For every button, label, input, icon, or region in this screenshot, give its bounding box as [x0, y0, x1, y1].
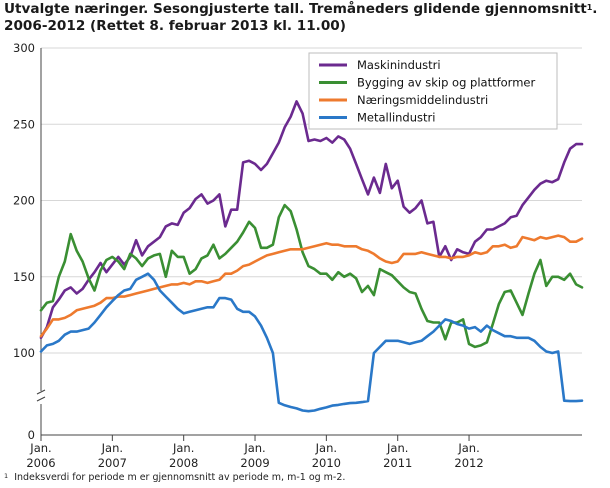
x-tick-label-2011-month: Jan.	[386, 441, 408, 455]
axis-break-mark	[36, 389, 46, 402]
y-tick-label-100: 100	[13, 346, 35, 360]
footnote-marker: 1	[4, 472, 9, 480]
x-tick-label-2012-year: 2012	[454, 456, 483, 470]
y-tick-label-300: 300	[13, 41, 35, 55]
series-line-næringsmiddelindustri	[39, 234, 584, 338]
title-footnote-marker: 1	[586, 3, 593, 12]
footnote-text: Indeksverdi for periode m er gjennomsnit…	[14, 472, 346, 483]
y-tick-label-250: 250	[13, 117, 35, 131]
series-line-bygging-av-skip-og-plattformer	[39, 203, 584, 349]
x-tick-label-2009-year: 2009	[240, 456, 269, 470]
x-tick-label-2007-month: Jan.	[101, 441, 123, 455]
legend-label-0: Maskinindustri	[357, 58, 441, 72]
x-tick-label-2008-year: 2008	[169, 456, 198, 470]
x-tick-label-2010-year: 2010	[312, 456, 341, 470]
x-tick-label-2008-month: Jan.	[172, 441, 194, 455]
x-tick-label-2007-year: 2007	[98, 456, 127, 470]
legend-label-3: Metallindustri	[357, 111, 435, 125]
x-tick-label-2009-month: Jan.	[243, 441, 265, 455]
y-tick-label-0: 0	[28, 428, 35, 442]
y-tick-label-150: 150	[13, 270, 35, 284]
title-line-1-end: .	[592, 1, 598, 17]
x-tick-label-2006-year: 2006	[26, 456, 55, 470]
legend-label-2: Næringsmiddelindustri	[357, 93, 488, 107]
legend-box	[308, 52, 558, 130]
x-tick-label-2011-year: 2011	[383, 456, 412, 470]
chart-title: Utvalgte næringer. Sesongjusterte tall. …	[4, 1, 606, 35]
x-tick-label-2012-month: Jan.	[457, 441, 479, 455]
x-tick-label-2006-month: Jan.	[29, 441, 51, 455]
legend-label-1: Bygging av skip og plattformer	[357, 76, 535, 90]
x-tick-label-2010-month: Jan.	[315, 441, 337, 455]
title-line-1: Utvalgte næringer. Sesongjusterte tall. …	[4, 1, 587, 17]
title-line-2: 2006-2012 (Rettet 8. februar 2013 kl. 11…	[4, 18, 346, 34]
y-tick-label-200: 200	[13, 194, 35, 208]
footnote: 1 Indeksverdi for periode m er gjennomsn…	[4, 472, 345, 483]
series-line-metallindustri	[39, 272, 584, 413]
